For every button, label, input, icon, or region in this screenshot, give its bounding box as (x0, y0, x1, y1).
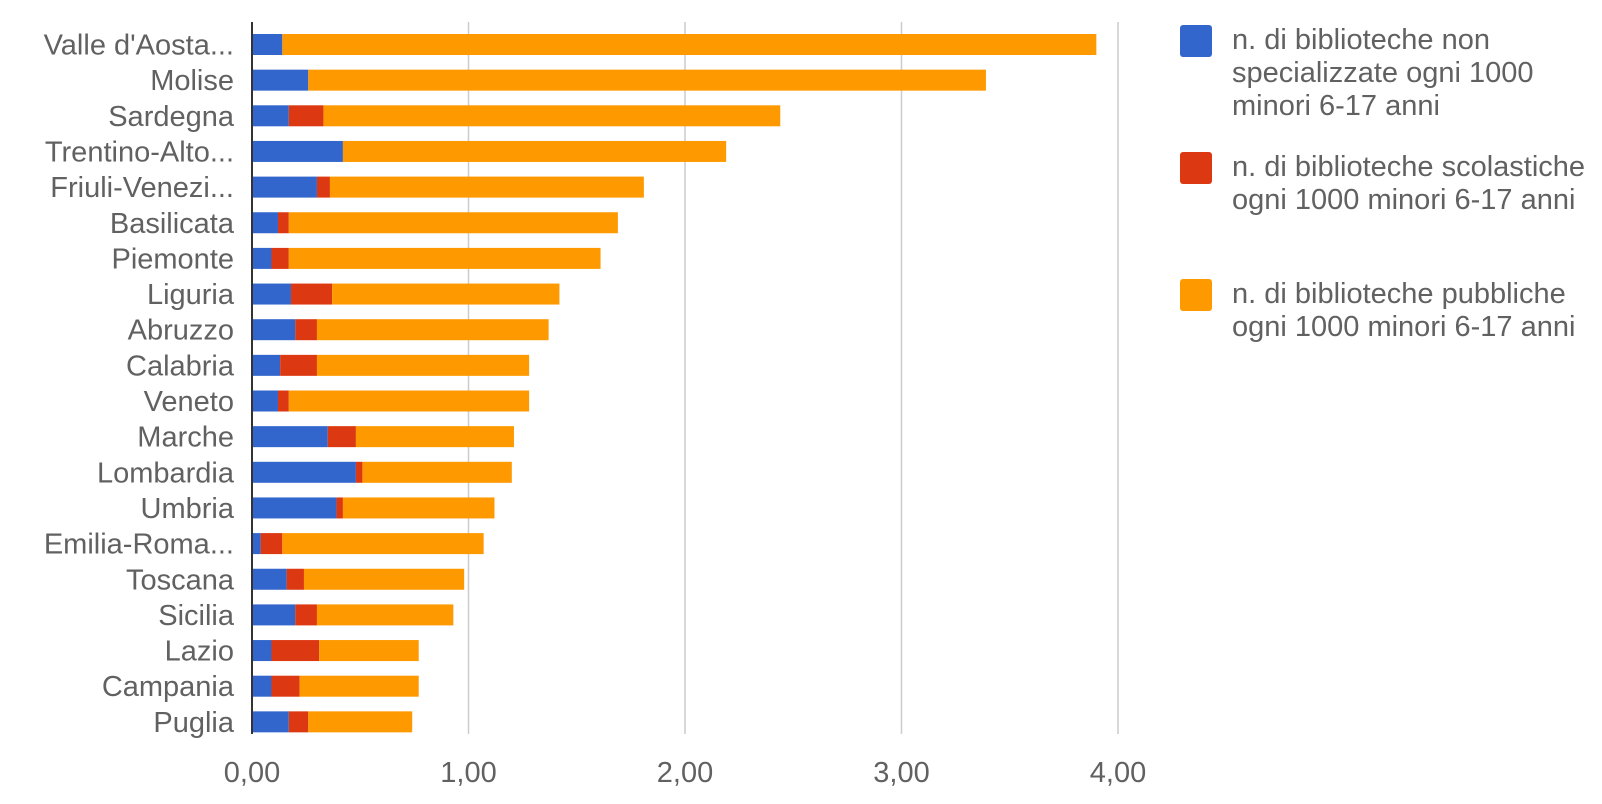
category-label: Abruzzo (128, 315, 234, 347)
bar-segment[interactable] (252, 461, 356, 483)
x-tick-label: 0,00 (224, 757, 280, 789)
bar-segment[interactable] (327, 426, 356, 448)
bar-segment[interactable] (260, 533, 283, 555)
bar-segment[interactable] (252, 319, 296, 341)
bar-segment[interactable] (282, 34, 1097, 55)
bar-segment[interactable] (323, 105, 781, 127)
bar-segment[interactable] (252, 176, 317, 198)
category-label: Basilicata (110, 208, 235, 240)
bar-segment[interactable] (271, 247, 289, 269)
bar-segment[interactable] (329, 176, 644, 198)
bar-segment[interactable] (252, 390, 278, 412)
category-label: Toscana (126, 564, 235, 596)
bar-segment[interactable] (332, 283, 560, 305)
legend-swatch (1180, 152, 1212, 184)
bar-segment[interactable] (252, 105, 289, 127)
bar-segment[interactable] (355, 461, 363, 483)
bar-segment[interactable] (252, 212, 278, 234)
category-label: Marche (137, 422, 234, 454)
bar-segment[interactable] (271, 640, 320, 662)
category-label: Piemonte (111, 243, 234, 275)
bar-segment[interactable] (288, 247, 601, 269)
category-label: Lombardia (97, 457, 235, 489)
bar-segment[interactable] (282, 533, 484, 555)
bar-segment[interactable] (316, 354, 530, 376)
bar-segment[interactable] (277, 390, 289, 412)
legend-label: n. di biblioteche non specializzate ogni … (1232, 24, 1533, 122)
bar-segment[interactable] (319, 640, 419, 662)
bar-segment[interactable] (252, 711, 289, 733)
x-tick-label: 1,00 (440, 757, 496, 789)
bar-segment[interactable] (252, 140, 343, 162)
bar-segment[interactable] (342, 140, 727, 162)
category-label: Umbria (141, 493, 235, 525)
bar-segment[interactable] (252, 568, 287, 590)
legend-item[interactable]: n. di biblioteche pubbliche ogni 1000 min… (1180, 278, 1575, 343)
bar-segment[interactable] (252, 640, 272, 662)
x-tick-label: 2,00 (657, 757, 713, 789)
bar-segment[interactable] (316, 319, 549, 341)
bar-segment[interactable] (288, 212, 618, 234)
category-labels: Valle d'Aosta...Molise SardegnaTrentino-A… (44, 30, 235, 739)
bar-segment[interactable] (252, 354, 281, 376)
legend-swatch (1180, 25, 1212, 57)
bar-segment[interactable] (308, 69, 986, 91)
x-tick-label: 3,00 (873, 757, 929, 789)
bar-segment[interactable] (316, 176, 330, 198)
category-label: Molise (150, 65, 234, 97)
category-label: Valle d'Aosta... (44, 30, 234, 62)
category-label: Trentino-Alto... (45, 136, 234, 168)
category-label: Calabria (126, 350, 235, 382)
bar-segment[interactable] (308, 711, 413, 733)
bar-segment[interactable] (290, 283, 333, 305)
bar-segment[interactable] (252, 604, 296, 626)
bar-segment[interactable] (299, 675, 419, 697)
bar-segment[interactable] (252, 497, 337, 519)
bar-segment[interactable] (252, 675, 272, 697)
bar-segment[interactable] (288, 105, 324, 127)
bar-segment[interactable] (280, 354, 317, 376)
bars (252, 34, 1097, 733)
category-label: Emilia-Roma... (44, 529, 234, 561)
category-label: Veneto (144, 386, 234, 418)
category-label: Lazio (165, 636, 234, 668)
bar-segment[interactable] (286, 568, 304, 590)
bar-segment[interactable] (252, 69, 309, 91)
bar-segment[interactable] (271, 675, 300, 697)
bar-segment[interactable] (252, 283, 291, 305)
category-label: Sardegna (108, 101, 235, 133)
x-tick-label: 4,00 (1090, 757, 1146, 789)
bar-segment[interactable] (295, 319, 317, 341)
bar-segment[interactable] (316, 604, 454, 626)
bar-segment[interactable] (252, 34, 283, 55)
bar-segment[interactable] (342, 497, 495, 519)
legend-item[interactable]: n. di biblioteche scolastiche ogni 1000 m… (1180, 151, 1585, 216)
category-label: Puglia (153, 707, 234, 739)
bar-segment[interactable] (288, 390, 530, 412)
bar-segment[interactable] (362, 461, 512, 483)
legend-swatch (1180, 279, 1212, 311)
category-label: Liguria (147, 279, 235, 311)
category-label: Friuli-Venezi... (50, 172, 234, 204)
bar-segment[interactable] (252, 426, 328, 448)
bar-segment[interactable] (355, 426, 514, 448)
bar-segment[interactable] (295, 604, 317, 626)
legend-label: n. di biblioteche scolastiche ogni 1000 m… (1232, 151, 1585, 216)
bar-segment[interactable] (277, 212, 289, 234)
legend-item[interactable]: n. di biblioteche non specializzate ogni … (1180, 24, 1533, 122)
bar-segment[interactable] (252, 533, 261, 555)
x-tick-labels: 0,00 1,00 2,00 3,00 4,00 (224, 757, 1146, 789)
x-gridlines (467, 22, 1119, 734)
legend: n. di biblioteche non specializzate ogni … (1180, 24, 1585, 343)
bar-segment[interactable] (336, 497, 343, 519)
bar-segment[interactable] (252, 247, 272, 269)
category-label: Sicilia (158, 600, 235, 632)
bar-segment[interactable] (303, 568, 465, 590)
legend-label: n. di biblioteche pubbliche ogni 1000 min… (1232, 278, 1575, 343)
bar-segment[interactable] (288, 711, 309, 733)
category-label: Campania (102, 671, 235, 703)
